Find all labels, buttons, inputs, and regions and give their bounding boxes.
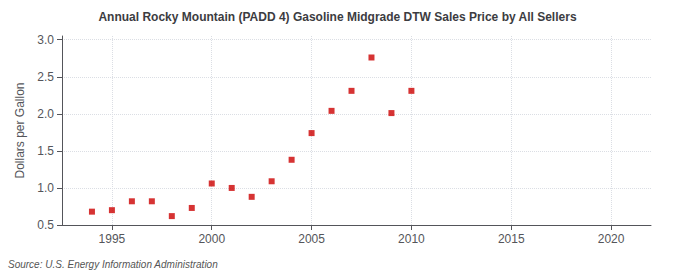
svg-text:2.0: 2.0	[37, 107, 54, 121]
svg-text:Dollars per Gallon: Dollars per Gallon	[13, 82, 27, 178]
svg-text:Annual Rocky Mountain (PADD 4): Annual Rocky Mountain (PADD 4) Gasoline …	[98, 10, 576, 24]
svg-text:2.5: 2.5	[37, 70, 54, 84]
svg-text:0.5: 0.5	[37, 218, 54, 232]
svg-text:1995: 1995	[99, 232, 126, 246]
svg-text:2000: 2000	[198, 232, 225, 246]
svg-text:2015: 2015	[498, 232, 525, 246]
svg-text:3.0: 3.0	[37, 33, 54, 47]
svg-text:2010: 2010	[398, 232, 425, 246]
svg-text:2020: 2020	[598, 232, 625, 246]
svg-text:Source: U.S. Energy Informatio: Source: U.S. Energy Information Administ…	[8, 259, 218, 270]
svg-text:2005: 2005	[298, 232, 325, 246]
svg-text:1.5: 1.5	[37, 144, 54, 158]
svg-text:1.0: 1.0	[37, 181, 54, 195]
